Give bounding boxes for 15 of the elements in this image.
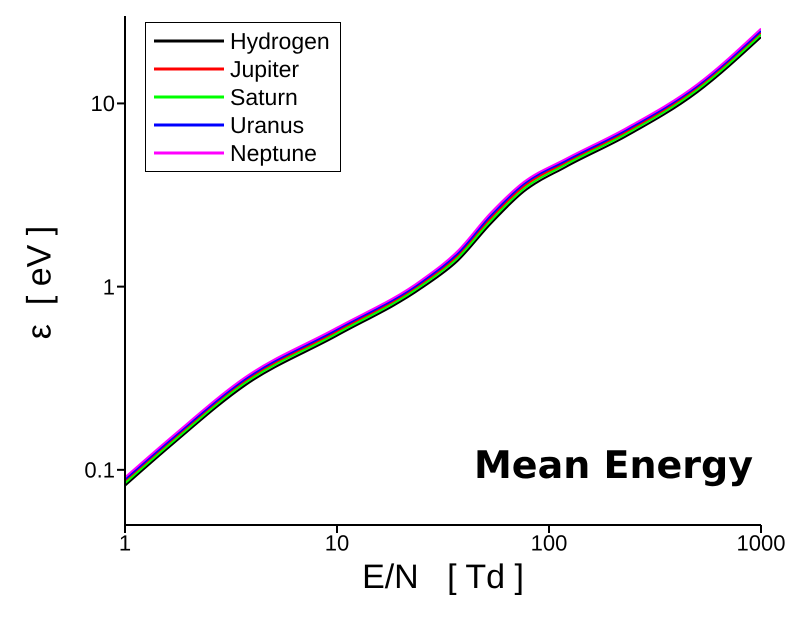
x-axis-title: E/N [ Td ] <box>361 558 525 597</box>
legend-label: Neptune <box>230 139 317 167</box>
annotation: Mean Energy <box>474 443 753 487</box>
legend-label: Jupiter <box>230 55 300 83</box>
legend-label: Saturn <box>230 83 298 111</box>
x-tick-label: 10 <box>324 530 350 556</box>
legend-label: Hydrogen <box>230 27 330 55</box>
legend-label: Uranus <box>230 111 304 139</box>
y-tick-label: 1 <box>102 274 115 300</box>
y-tick-label: 10 <box>90 91 115 116</box>
x-tick-label: 1000 <box>736 530 786 556</box>
x-tick-label: 100 <box>530 530 568 556</box>
y-tick-label: 0.1 <box>84 458 115 483</box>
y-axis-title: ε [ eV ] <box>20 224 60 342</box>
x-tick-label: 1 <box>118 530 132 556</box>
